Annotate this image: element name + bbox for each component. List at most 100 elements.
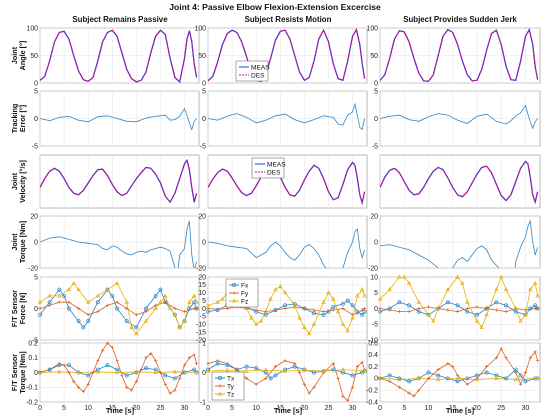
ft-torque-col3-marker-tx bbox=[504, 376, 509, 381]
ft-torque-col1-marker-tz bbox=[153, 369, 158, 375]
ft-torque-col1-marker-ty bbox=[76, 385, 81, 389]
figure-title: Joint 4: Passive Elbow Flexion-Extension… bbox=[169, 2, 381, 12]
column-title-jerk: Subject Provides Sudden Jerk bbox=[403, 15, 517, 24]
ft-force-col3-marker-fx bbox=[475, 312, 479, 317]
ft-force-col3-marker-fy bbox=[388, 308, 392, 312]
ft-torque-col1-marker-ty bbox=[154, 359, 158, 363]
ft-force-col2-marker-fz bbox=[355, 293, 360, 298]
ft-force-col2-marker-fz bbox=[350, 315, 355, 320]
ft-force-col2-marker-fz bbox=[249, 315, 254, 320]
ft-torque-col1-marker-ty bbox=[163, 382, 167, 386]
tracking-error-y-axis-label: TrackingError [°] bbox=[10, 104, 27, 134]
ft-force-col3-marker-fz bbox=[445, 287, 451, 292]
ft-torque-col3-xtick-label: 5 bbox=[402, 405, 406, 412]
ft-force-col2-ytick-label: 10 bbox=[198, 290, 206, 297]
ft-torque-col3-ytick-label: 0.4 bbox=[368, 352, 378, 359]
ft-force-col2-ytick-label: -20 bbox=[196, 337, 206, 344]
joint-torque-col3-ytick-label: 0 bbox=[374, 239, 378, 246]
ft-torque-col3-marker-tx bbox=[445, 376, 450, 381]
joint-angle-col3-ytick-label: 100 bbox=[367, 25, 379, 32]
ft-force-col1-marker-fz bbox=[194, 299, 199, 304]
ft-force-col2-marker-fz bbox=[321, 299, 326, 304]
ft-force-col3-marker-fz bbox=[460, 280, 465, 285]
ft-force-col3-marker-fx bbox=[528, 306, 533, 311]
ft-torque-col1-marker-ty bbox=[149, 351, 153, 355]
ft-force-col3-marker-fz bbox=[499, 274, 504, 279]
ft-torque-col3-marker-ty bbox=[451, 365, 455, 369]
ft-torque-col2-marker-tx bbox=[244, 364, 249, 369]
ft-force-col3-marker-fy bbox=[494, 308, 498, 312]
ft-torque-col3-marker-tz bbox=[397, 377, 402, 382]
ft-force-col2-marker-fz bbox=[292, 302, 297, 307]
ft-torque-col2-marker-tx bbox=[254, 366, 259, 371]
ft-torque-col2-ytick-label: -1 bbox=[200, 399, 206, 406]
ft-force-col2-marker-fz bbox=[340, 321, 346, 326]
ft-torque-col3-marker-tz bbox=[377, 375, 383, 380]
ft-force-col3-ytick-label: 0 bbox=[374, 306, 378, 313]
ft-torque-col3-marker-ty bbox=[388, 379, 392, 383]
ft-force-col1-ytick-label: 5 bbox=[34, 274, 38, 281]
x-axis-label-col1: Time [s] bbox=[106, 406, 135, 415]
ft-torque-col3-marker-tz bbox=[435, 377, 441, 382]
ft-force-col1-marker-fz bbox=[95, 293, 101, 298]
ft-torque-col1-marker-ty bbox=[57, 362, 61, 366]
ft-torque-col2-marker-tx bbox=[206, 367, 210, 372]
ft-torque-col1-marker-tz bbox=[172, 369, 178, 374]
ft-torque-col3-ytick-label: -0.4 bbox=[366, 399, 378, 406]
ft-force-col3-marker-fy bbox=[407, 310, 411, 314]
ft-force-col2-ytick-label: -15 bbox=[196, 329, 206, 336]
ft-force-col1-marker-fx bbox=[153, 293, 158, 298]
ft-force-col1-marker-fx bbox=[38, 312, 42, 317]
ft-force-col3-marker-fz bbox=[455, 274, 460, 279]
ft-torque-col1-series-ty bbox=[40, 343, 197, 394]
ft-torque-col1-marker-tz bbox=[95, 369, 101, 374]
ft-torque-col2-marker-tz bbox=[263, 367, 269, 372]
ft-torque-col2-marker-ty bbox=[235, 367, 239, 372]
ft-force-col1-marker-fy bbox=[144, 310, 148, 314]
ft-torque-col1-xtick-label: 0 bbox=[38, 405, 42, 412]
joint-torque-y-axis-label: JointTorque [Nm] bbox=[10, 221, 27, 263]
ft-torque-col3-xtick-label: 10 bbox=[425, 405, 433, 412]
ft-force-col2-marker-fy bbox=[355, 311, 359, 315]
tracking-error-col2-ytick-label: -5 bbox=[200, 143, 206, 150]
ft-force-col2-marker-fy bbox=[341, 306, 345, 311]
ft-torque-col1-marker-tx bbox=[144, 366, 148, 371]
ft-force-col1-marker-fy bbox=[173, 306, 177, 311]
ft-force-col1-marker-fz bbox=[143, 318, 149, 323]
ft-force-col3-marker-fy bbox=[417, 306, 421, 311]
ft-torque-col1-ytick-label: 0 bbox=[34, 370, 38, 377]
ft-force-col1-marker-fx bbox=[57, 287, 62, 292]
ft-torque-col1-xtick-label: 25 bbox=[157, 405, 165, 412]
ft-torque-legend-label-ty: Ty bbox=[227, 383, 235, 390]
ft-force-col3-marker-fy bbox=[465, 306, 469, 311]
ft-torque-col3-marker-ty bbox=[412, 394, 416, 398]
ft-force-col1-marker-fy bbox=[194, 306, 199, 311]
ft-force-col1-marker-fy bbox=[163, 300, 167, 304]
ft-force-col2-marker-fx bbox=[350, 303, 355, 308]
ft-torque-col1-marker-ty bbox=[115, 359, 119, 363]
ft-torque-col3-xtick-label: 30 bbox=[522, 405, 530, 412]
ft-torque-col3-marker-ty bbox=[417, 388, 421, 392]
ft-force-col1-marker-fx bbox=[110, 293, 115, 298]
tracking-error-col2-ytick-label: 5 bbox=[202, 88, 206, 95]
ft-force-col2-marker-fy bbox=[302, 306, 306, 311]
joint-angle-legend-label-meas: MEAS bbox=[251, 64, 270, 71]
joint-torque-col1-ytick-label: -20 bbox=[28, 265, 38, 272]
ft-torque-col3-marker-ty bbox=[533, 350, 537, 354]
ft-force-col2-marker-fy bbox=[273, 308, 278, 312]
ft-force-col2-marker-fx bbox=[340, 301, 345, 306]
joint-torque-col2-plot-area bbox=[208, 228, 365, 268]
ft-force-col1-marker-fz bbox=[163, 293, 168, 298]
ft-torque-col2-marker-ty bbox=[244, 376, 249, 380]
joint-velocity-col2-plot-area bbox=[208, 161, 366, 206]
tracking-error-col2-series-line bbox=[208, 102, 365, 131]
ft-force-col2-marker-fx bbox=[326, 309, 331, 314]
ft-force-col3-marker-fz bbox=[479, 324, 485, 329]
ft-force-col3-marker-fz bbox=[435, 305, 441, 311]
ft-force-col2-marker-fy bbox=[360, 308, 364, 312]
ft-force-col3-marker-fz bbox=[402, 274, 407, 279]
ft-torque-col2-xtick-label: 0 bbox=[206, 405, 210, 412]
joint-angle-legend bbox=[235, 60, 269, 82]
ft-force-col1-marker-fy bbox=[105, 303, 110, 307]
